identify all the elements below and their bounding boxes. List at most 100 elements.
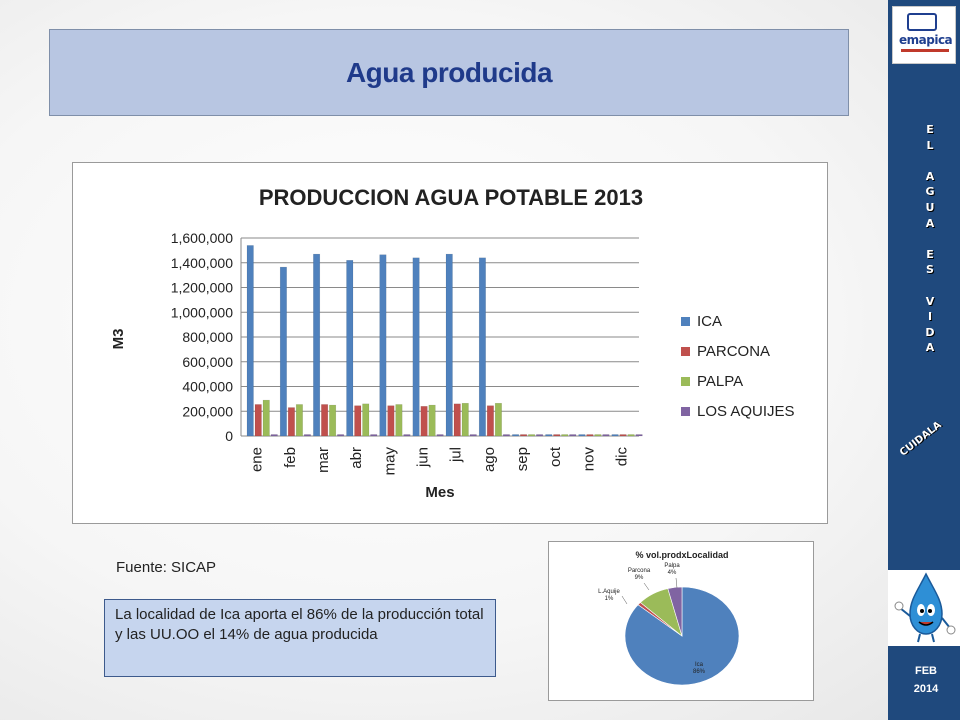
bar-parcona [486, 405, 494, 437]
slogan-letter: A [925, 169, 935, 183]
y-axis-label: M3 [110, 329, 127, 350]
y-tick-label: 200,000 [182, 403, 233, 419]
bar-palpa [494, 402, 502, 437]
x-tick-label: abr [348, 447, 365, 469]
pie-slice-palpa [667, 586, 683, 637]
chart-title: PRODUCCION AGUA POTABLE 2013 [259, 185, 643, 210]
bar-ica [279, 266, 287, 437]
bar-parcona [287, 407, 295, 437]
slogan-letter [920, 153, 940, 169]
bar-parcona [387, 405, 395, 437]
bar-palpa [627, 434, 635, 437]
pie-label: Parcona [628, 568, 651, 574]
water-drop-mascot [888, 570, 960, 646]
bar-parcona [254, 404, 262, 437]
bar-palpa [329, 404, 337, 437]
pie-title: % vol.prodxLocalidad [635, 550, 728, 560]
y-tick-label: 1,000,000 [171, 304, 233, 320]
slogan-letter: E [926, 247, 934, 261]
bar-los-aquijes [569, 434, 577, 437]
legend-swatch [681, 317, 690, 326]
x-tick-label: sep [514, 447, 531, 471]
x-tick-label: dic [613, 447, 630, 467]
date-box: FEB 2014 [900, 662, 952, 698]
bar-parcona [321, 404, 329, 437]
slogan-letter: V [925, 294, 935, 308]
slogan-letter [920, 278, 940, 294]
bar-palpa [428, 404, 436, 437]
date-year: 2014 [913, 683, 939, 695]
bar-parcona [553, 434, 561, 437]
bar-parcona [420, 406, 428, 437]
logo-emblem [907, 13, 937, 31]
legend-label: PALPA [697, 373, 743, 390]
bar-chart-svg: PRODUCCION AGUA POTABLE 2013 0 200,000 400,… [110, 185, 795, 501]
pie-label: Ica [695, 662, 704, 668]
leader-line [643, 582, 650, 591]
y-tick-label: 1,600,000 [171, 230, 233, 246]
pie-chart: % vol.prodxLocalidad Ica 86% L.Aquije 1% Parc… [548, 541, 814, 701]
legend-label: PARCONA [697, 343, 770, 360]
production-chart: PRODUCCION AGUA POTABLE 2013 0 200,000 400,… [72, 162, 828, 524]
pie-label: Palpa [664, 563, 680, 569]
x-tick-label: nov [580, 447, 597, 472]
bar-ica [545, 434, 553, 437]
y-tick-label: 600,000 [182, 354, 233, 370]
x-tick-label: may [381, 447, 398, 476]
leader-line [621, 595, 628, 605]
slogan-letter [920, 231, 940, 247]
bar-los-aquijes [602, 434, 610, 437]
slogan-letter: S [926, 263, 934, 277]
y-tick-label: 1,400,000 [171, 255, 233, 271]
y-tick-label: 400,000 [182, 379, 233, 395]
pie-pct-label: 9% [635, 575, 644, 581]
bar-los-aquijes [502, 434, 510, 437]
bar-ica [611, 434, 619, 437]
bar-los-aquijes [436, 434, 444, 437]
legend-label: ICA [697, 313, 722, 330]
water-drop-icon [894, 572, 956, 643]
bar-los-aquijes [337, 434, 345, 437]
bar-palpa [561, 434, 569, 437]
x-tick-label: mar [315, 447, 332, 473]
title-bar: Agua producida [49, 29, 849, 116]
x-tick-label: oct [547, 446, 564, 467]
bar-parcona [520, 434, 528, 437]
slogan-letter: U [925, 200, 935, 214]
slogan-letter: D [925, 325, 935, 339]
pie-pct-label: 86% [693, 669, 706, 675]
x-tick-label: jun [414, 447, 431, 468]
logo-underline [901, 49, 949, 52]
logo-text: emapica [899, 33, 953, 47]
bar-ica [379, 254, 387, 437]
legend-swatch [681, 347, 690, 356]
bar-palpa [594, 434, 602, 437]
bar-los-aquijes [303, 434, 311, 437]
x-tick-label: jul [448, 447, 465, 463]
bar-parcona [586, 434, 594, 437]
legend-swatch [681, 407, 690, 416]
legend-swatch [681, 377, 690, 386]
source-text: Fuente: SICAP [116, 559, 217, 576]
bar-ica [478, 257, 486, 437]
bar-palpa [295, 404, 303, 437]
y-tick-label: 800,000 [182, 329, 233, 345]
bar-los-aquijes [403, 434, 411, 437]
bar-ica [445, 253, 453, 437]
pie-pct-label: 1% [605, 596, 614, 602]
bar-ica [512, 434, 520, 437]
slide-title: Agua producida [345, 56, 553, 88]
slogan-letter: L [926, 138, 934, 152]
bar-palpa [262, 399, 270, 437]
bar-palpa [461, 402, 469, 437]
date-month: FEB [915, 665, 937, 677]
pie-label: L.Aquije [598, 589, 620, 595]
bar-parcona [619, 434, 627, 437]
x-tick-label: ene [249, 447, 266, 472]
bar-palpa [528, 434, 536, 437]
slogan-letter: G [925, 185, 935, 199]
x-tick-label: feb [282, 447, 299, 468]
bar-los-aquijes [536, 434, 544, 437]
bar-palpa [395, 404, 403, 437]
